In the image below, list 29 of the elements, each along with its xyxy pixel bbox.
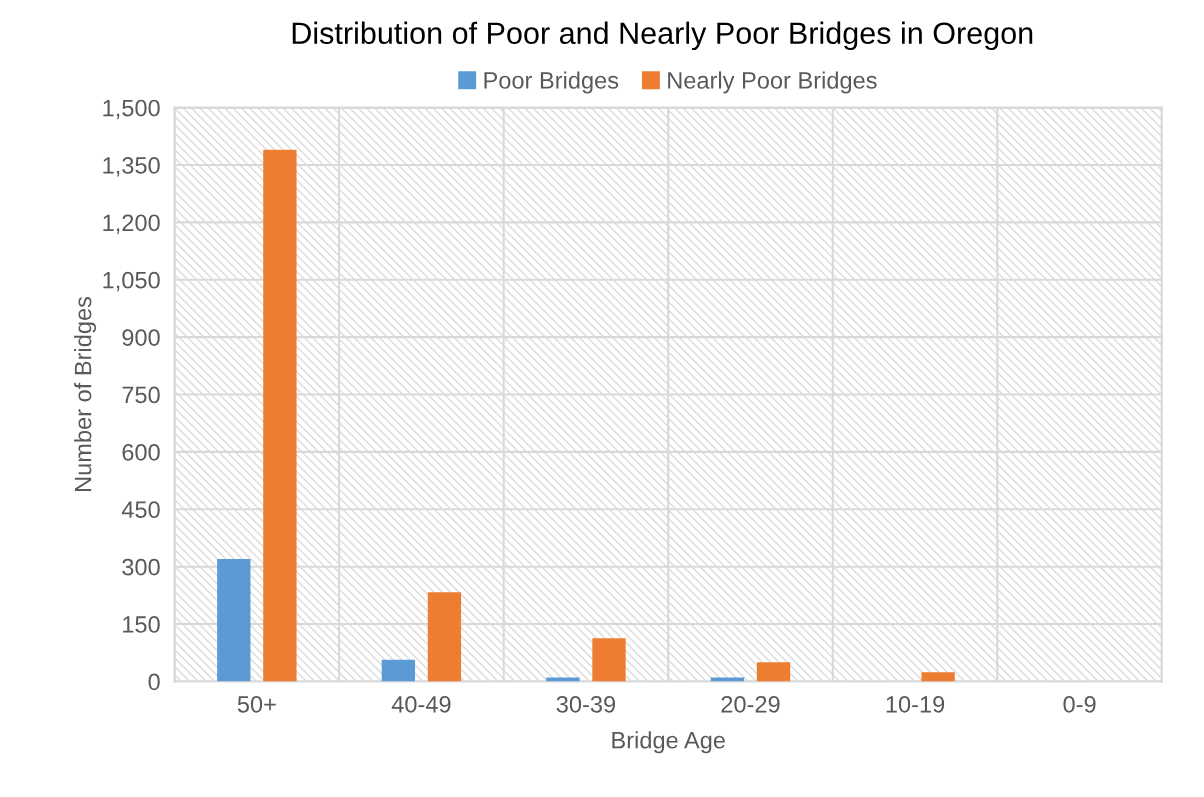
y-tick-label: 1,200 — [103, 214, 160, 234]
y-tick-label: 1,350 — [103, 157, 160, 177]
bar — [427, 592, 462, 682]
x-tick-label: 20-29 — [721, 695, 780, 713]
y-tick-label: 300 — [122, 558, 160, 576]
legend-label: Poor Bridges — [484, 71, 619, 94]
y-tick-label: 750 — [122, 386, 160, 404]
y-axis-title: Number of Bridges — [74, 296, 97, 491]
bar — [592, 638, 626, 682]
y-tick-label: 900 — [122, 329, 160, 346]
y-tick-label: 600 — [122, 443, 160, 461]
bar — [263, 149, 297, 682]
x-tick-label: 30-39 — [556, 695, 616, 713]
bar — [217, 559, 251, 682]
x-axis-title: Bridge Age — [612, 731, 725, 754]
y-tick-label: 150 — [123, 616, 160, 633]
legend-label: Nearly Poor Bridges — [668, 71, 877, 94]
x-tick-label: 40-49 — [391, 695, 451, 713]
x-tick-label: 0-9 — [1063, 695, 1096, 713]
y-tick-label: 1,050 — [103, 271, 160, 292]
x-tick-label: 10-19 — [886, 695, 945, 713]
y-tick-label: 0 — [148, 673, 160, 691]
bar — [381, 659, 416, 682]
x-tick-label: 50+ — [237, 695, 276, 713]
y-tick-label: 1,500 — [103, 99, 160, 120]
y-tick-label: 450 — [121, 501, 160, 519]
bar — [921, 672, 955, 682]
bar — [756, 662, 791, 682]
chart-title: Distribution of Poor and Nearly Poor Bridges in Oregon — [292, 21, 1033, 51]
